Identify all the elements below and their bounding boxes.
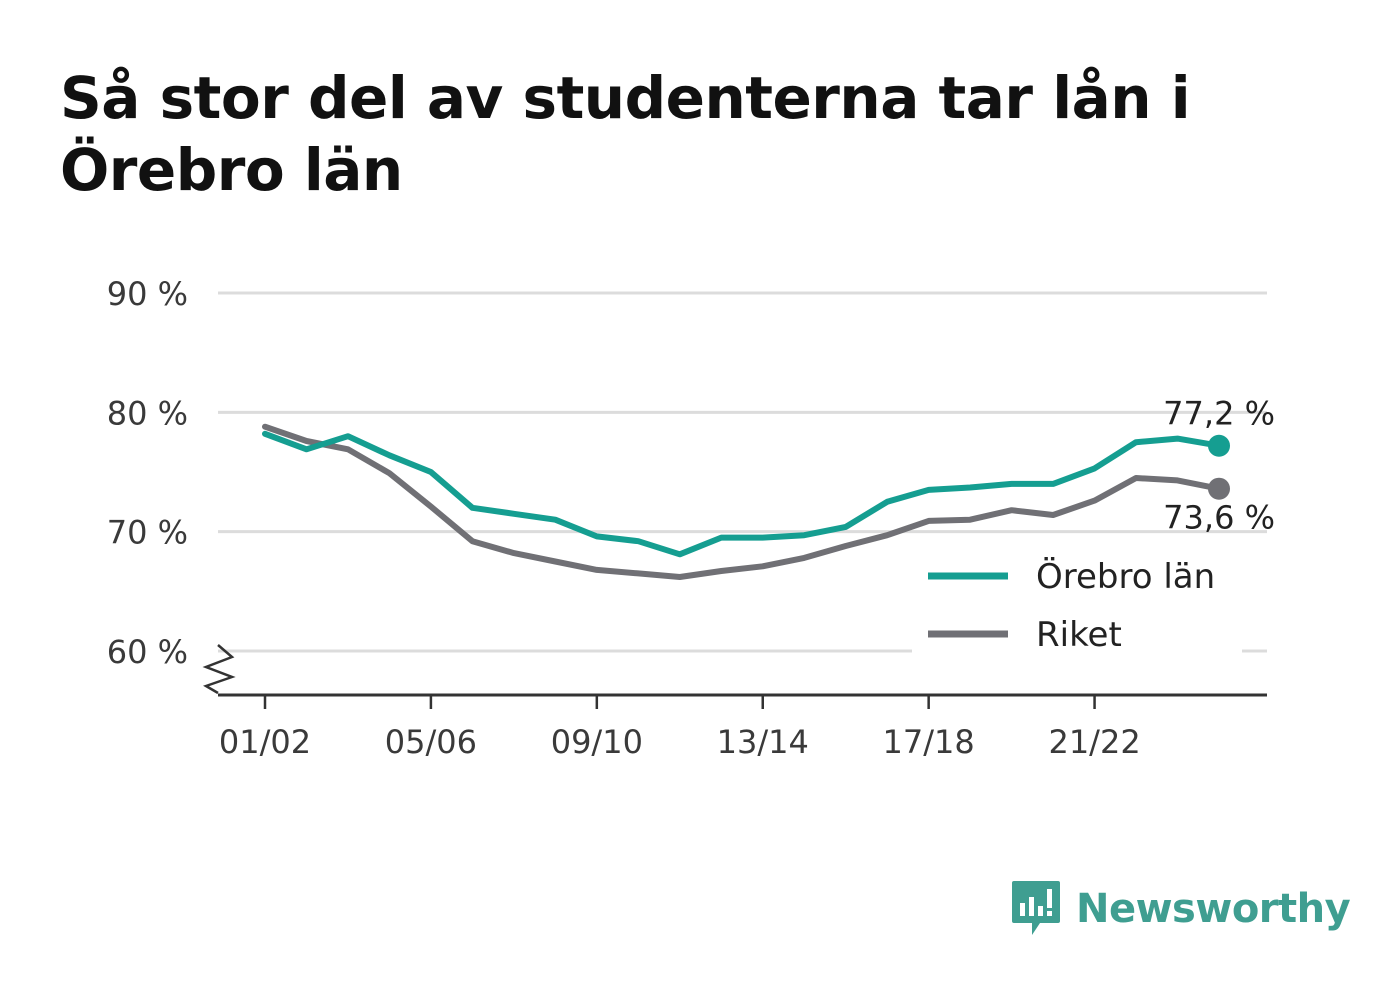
legend: Örebro län Riket (912, 548, 1242, 655)
x-tick-label: 05/06 (385, 723, 477, 761)
y-axis-ticks: 60 % 70 % 80 % 90 % (107, 275, 188, 671)
x-tick-label: 17/18 (883, 723, 975, 761)
y-tick-label: 80 % (107, 394, 188, 432)
x-tick-label: 09/10 (551, 723, 643, 761)
chart-title: Så stor del av studenterna tar lån i Öre… (60, 64, 1191, 204)
x-axis-ticks: 01/02 05/06 09/10 13/14 17/18 21/22 (219, 695, 1141, 761)
brand-name: Newsworthy (1076, 886, 1351, 932)
y-tick-label: 90 % (107, 275, 188, 313)
axis-break-icon (202, 644, 236, 695)
series-lines (262, 423, 1230, 580)
y-tick-label: 70 % (107, 514, 188, 552)
x-axis (202, 644, 1267, 697)
series-end-point (1208, 477, 1230, 500)
end-value-label: 77,2 % (1163, 395, 1275, 433)
series-end-point (1208, 434, 1230, 457)
legend-label: Örebro län (1036, 556, 1215, 597)
series-line (262, 430, 1222, 558)
end-labels: 77,2 % 73,6 % (1163, 395, 1275, 537)
newsworthy-logo-icon (1012, 881, 1060, 935)
x-tick-label: 21/22 (1048, 723, 1140, 761)
x-tick-label: 13/14 (717, 723, 809, 761)
legend-label: Riket (1036, 615, 1122, 655)
brand-logo: Newsworthy (1010, 878, 1351, 940)
x-tick-label: 01/02 (219, 723, 311, 761)
end-value-label: 73,6 % (1163, 499, 1275, 537)
y-tick-label: 60 % (107, 633, 188, 671)
series-line (262, 423, 1222, 580)
